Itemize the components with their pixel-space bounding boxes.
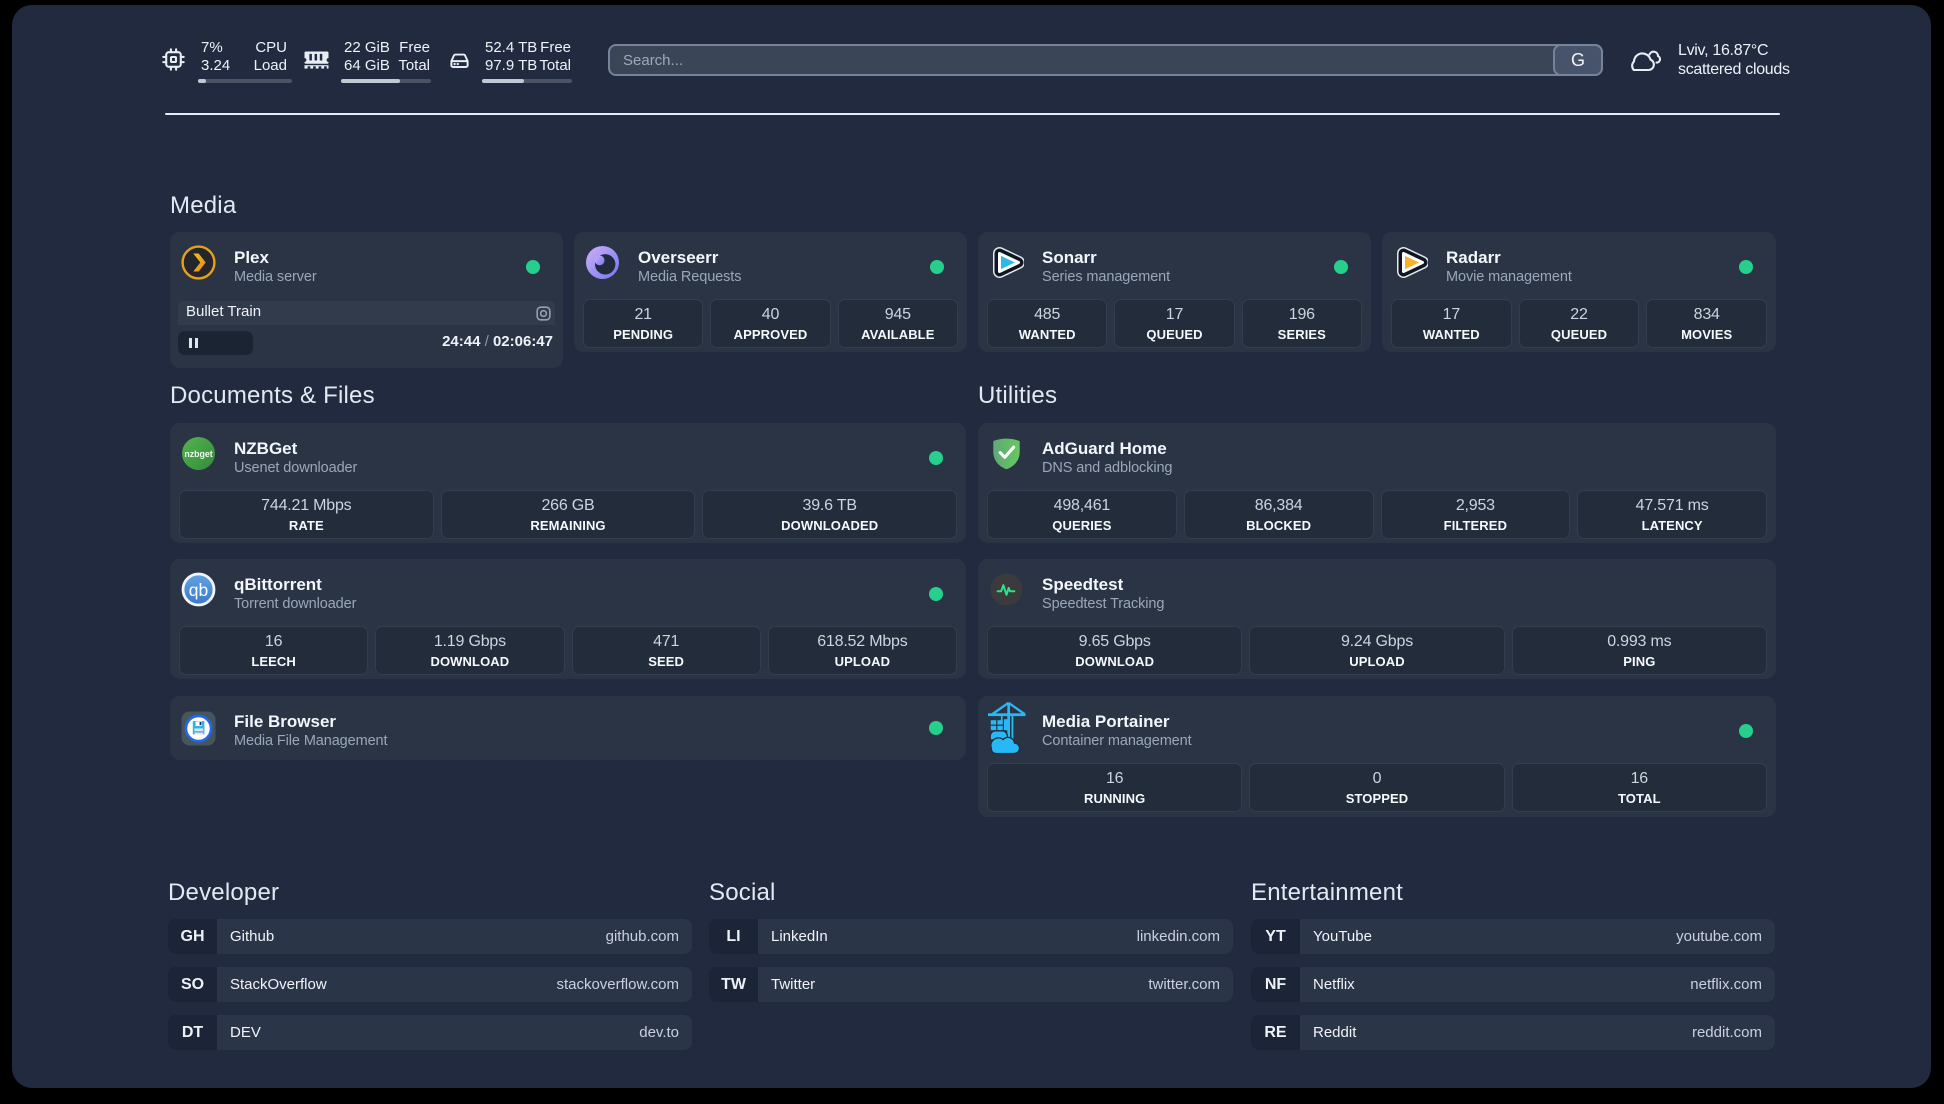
svg-text:qb: qb [189, 580, 208, 600]
svg-text:nzbget: nzbget [184, 449, 212, 459]
